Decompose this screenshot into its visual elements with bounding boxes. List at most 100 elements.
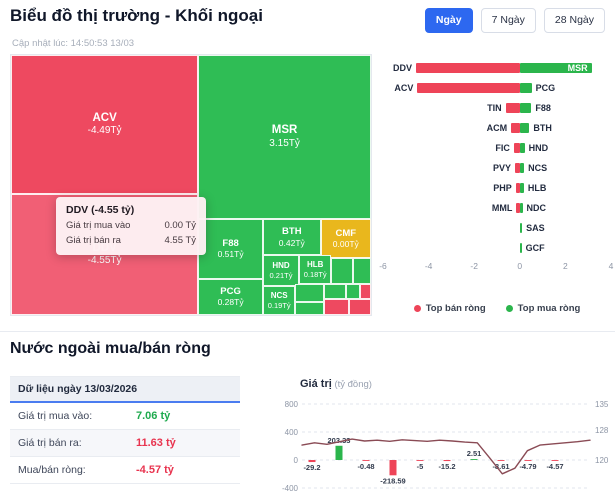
tornado-buy-bar-hlb[interactable] [519,183,524,193]
net-value-bar[interactable] [362,460,370,461]
tornado-buy-bar-msr[interactable] [519,63,592,73]
last-updated-text: Cập nhật lúc: 14:50:53 13/03 [12,38,135,49]
bar-value-label: -218.59 [380,476,405,485]
tornado-buy-bar-f88[interactable] [519,103,532,113]
tornado-row: ACV PCG [383,78,611,98]
tornado-ticker-label: NDC [526,203,547,213]
net-value-bar[interactable] [335,445,343,460]
treemap-cell-bth[interactable]: BTH 0.42Tỷ [263,218,321,256]
tornado-sell-bar-mml[interactable] [516,203,520,213]
treemap-cell-value: 0.42Tỷ [278,237,305,248]
tornado-buy-bar-gcf[interactable] [519,243,522,253]
tooltip-buy-label: Giá trị mua vào [66,220,131,231]
table-header-date: Dữ liệu ngày 13/03/2026 [10,377,240,403]
tornado-buy-bar-hnd[interactable] [519,143,525,153]
treemap-cell[interactable] [345,283,361,300]
right-axis-label: 120 [595,456,609,465]
treemap-cell-value: 0.21Tỷ [269,271,293,281]
tornado-sell-bar-acv[interactable] [417,83,520,93]
treemap-cell[interactable] [360,283,371,300]
treemap-cell-acv[interactable]: ACV -4.49Tỷ [11,55,199,195]
tornado-ticker-label: ACV [394,83,414,93]
net-value-bar[interactable] [470,459,478,460]
treemap-cell-ncs[interactable]: NCS 0.19Tỷ [263,286,296,315]
tornado-row: FIC HND [383,138,611,158]
tornado-sell-bar-acm[interactable] [511,123,520,133]
net-value-bar[interactable] [308,460,316,463]
tornado-sell-bar-tin[interactable] [505,103,520,113]
net-value-bar[interactable] [416,460,424,461]
sell-value: 11.63 tỷ [136,437,176,449]
tornado-sell-bar-pvy[interactable] [515,163,520,173]
buy-value-label: Giá trị mua vào: [18,410,93,422]
x-axis-tick: -2 [470,261,478,271]
x-axis-tick: -6 [379,261,387,271]
treemap-cell-hnd[interactable]: HND 0.21Tỷ [263,255,299,287]
tornado-ticker-label: DDV [393,63,413,73]
tornado-ticker-label: FIC [495,143,510,153]
treemap-cell[interactable] [295,302,325,315]
tornado-sell-bar-fic[interactable] [513,143,520,153]
tornado-sell-bar-php[interactable] [515,183,520,193]
range-switcher: Ngày 7 Ngày 28 Ngày [424,8,605,33]
chart-title-unit: (tỷ đồng) [334,379,372,390]
bar-value-label: -29.2 [303,463,320,472]
treemap-cell[interactable] [331,257,353,284]
treemap-cell[interactable] [295,283,325,302]
left-axis-label: 800 [285,400,299,409]
treemap-cell[interactable] [324,283,346,300]
treemap-cell-pcg[interactable]: PCG 0.28Tỷ [198,278,263,315]
tornado-buy-bar-bth[interactable] [519,123,530,133]
tornado-buy-bar-ndc[interactable] [519,203,523,213]
x-axis-tick: 4 [608,261,614,271]
right-axis-label: 135 [595,400,609,409]
left-axis-label: 0 [294,456,299,465]
chart-title: Giá trị (tỷ đồng) [300,378,614,390]
net-value-bar[interactable] [443,460,451,462]
tornado-row: TIN F88 [383,98,611,118]
tornado-ticker-label: SAS [526,223,545,233]
net-value-bar[interactable] [497,460,505,461]
net-value-plot[interactable]: 800 400 0 -400 135 128 120 -29.2 203.33 -0.48 -218… [278,392,614,496]
treemap-cell[interactable] [324,299,350,315]
foreign-flow-treemap[interactable]: ACV-4.49TỷDDV-4.55TỷMSR3.15TỷF880.51TỷBT… [10,54,372,316]
treemap-cell-f88[interactable]: F88 0.51Tỷ [198,218,263,279]
treemap-cell-msr[interactable]: MSR 3.15Tỷ [198,55,371,219]
page-title: Biểu đồ thị trường - Khối ngoại [10,6,263,25]
tornado-ticker-label: HND [528,143,549,153]
treemap-cell-cmf[interactable]: CMF 0.00Tỷ [320,218,371,258]
range-button-28day[interactable]: 28 Ngày [543,8,605,33]
tornado-ticker-label: ACM [486,123,508,133]
tooltip-buy-row: Giá trị mua vào 0.00 Tỷ [66,219,196,234]
net-value: -4.57 tỷ [136,464,174,476]
range-button-day[interactable]: Ngày [424,8,473,33]
tooltip-sell-label: Giá trị bán ra [66,234,121,246]
tornado-buy-bar-pcg[interactable] [519,83,532,93]
tornado-buy-bar-sas[interactable] [519,223,523,233]
legend-top-buy: Top mua ròng [505,303,580,314]
tooltip-title: DDV (-4.55 tỷ) [66,204,135,216]
sell-value-label: Giá trị bán ra: [18,437,82,449]
net-value-bar[interactable] [524,460,532,461]
top-net-buy-sell-chart: DDV MSR ACV PCG TIN F88 ACM BTH FIC HND PVY NCS PHP H… [379,58,614,314]
bar-value-label: -4.79 [519,462,536,471]
treemap-cell-value: 0.18Tỷ [303,269,327,279]
treemap-cell[interactable] [349,299,371,315]
treemap-cell-ticker: ACV [92,111,117,124]
range-button-7day[interactable]: 7 Ngày [480,8,536,33]
treemap-cell-ticker: HLB [306,260,324,270]
tornado-ticker-label: MML [491,203,513,213]
sell-legend-dot-icon [413,305,421,312]
net-value-bar[interactable] [551,460,559,461]
treemap-cell-value: 0.19Tỷ [267,300,291,310]
treemap-cell-hlb[interactable]: HLB 0.18Tỷ [299,255,332,284]
tornado-row: ACM BTH [383,118,611,138]
treemap-cell[interactable] [353,257,371,284]
tornado-buy-bar-ncs[interactable] [519,163,525,173]
tornado-sell-bar-ddv[interactable] [416,63,520,73]
treemap-cell-value: 0.00Tỷ [332,238,359,249]
net-value-bar[interactable] [389,460,397,476]
section-divider [0,331,615,332]
chart-title-main: Giá trị [300,378,332,390]
treemap-cell-value: 0.51Tỷ [217,249,244,260]
